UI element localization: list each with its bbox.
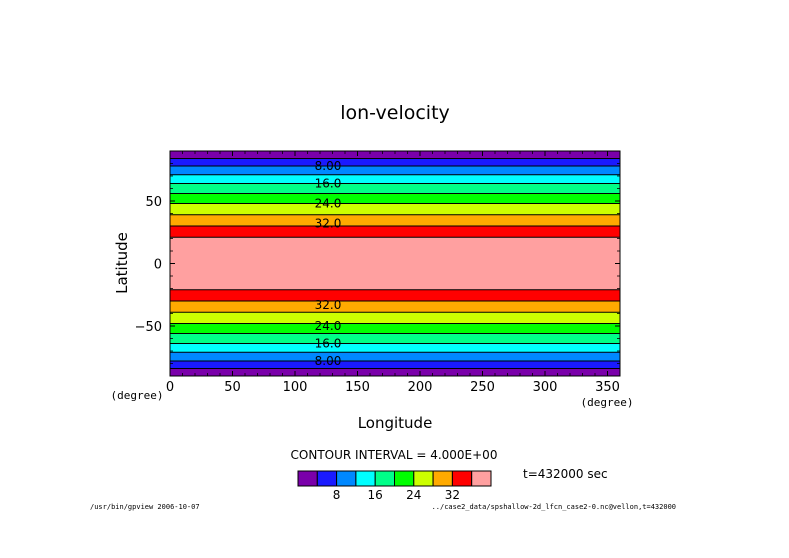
colorbar-tick-label: 8 <box>333 488 341 502</box>
shaded-band <box>170 183 620 194</box>
contour-label: 16.0 <box>315 337 342 351</box>
colorbar-cell <box>471 470 492 487</box>
colorbar-cell <box>413 470 434 487</box>
shaded-band <box>170 151 620 159</box>
shaded-band <box>170 323 620 334</box>
contour-interval-label: CONTOUR INTERVAL = 4.000E+00 <box>291 448 498 462</box>
shaded-band <box>170 174 620 184</box>
colorbar <box>297 470 492 487</box>
colorbar-tick-label: 32 <box>445 488 460 502</box>
shaded-band <box>170 361 620 369</box>
x-tick-label: 0 <box>166 380 174 395</box>
shaded-band <box>170 226 620 238</box>
colorbar-cell <box>336 470 357 487</box>
shaded-band <box>170 214 620 226</box>
chart-title: lon-velocity <box>340 102 450 124</box>
x-axis: 0 50 100 150 200 250 300 350 <box>166 151 620 395</box>
x-axis-unit: (degree) <box>581 396 634 409</box>
x-tick-label: 300 <box>533 380 558 395</box>
shaded-band <box>170 312 620 324</box>
footer-left: /usr/bin/gpview 2006-10-07 <box>90 503 200 511</box>
y-tick-label: −50 <box>135 320 162 335</box>
x-tick-label: 250 <box>470 380 495 395</box>
shaded-band <box>170 368 620 376</box>
contour-label: 24.0 <box>315 319 342 333</box>
colorbar-tick-label: 16 <box>368 488 383 502</box>
shaded-band <box>170 193 620 204</box>
shaded-band <box>170 158 620 166</box>
x-tick-label: 350 <box>595 380 620 395</box>
shaded-band <box>170 289 620 301</box>
shaded-band <box>170 203 620 215</box>
shaded-band <box>170 352 620 361</box>
colorbar-tick-label: 24 <box>406 488 421 502</box>
shaded-band <box>170 301 620 313</box>
y-tick-label: 0 <box>154 258 162 273</box>
colorbar-cell <box>297 470 318 487</box>
shaded-bands <box>170 151 620 376</box>
contour-labels: 8.00 16.0 24.0 32.0 32.0 24.0 16.0 8.00 <box>315 159 342 368</box>
colorbar-cell <box>374 470 396 487</box>
x-tick-label: 100 <box>283 380 308 395</box>
footer-right: ../case2_data/spshallow-2d_lfcn_case2-0.… <box>432 503 676 511</box>
shaded-band <box>170 333 620 344</box>
y-tick-label: 50 <box>145 195 162 210</box>
time-label: t=432000 sec <box>523 467 608 481</box>
contour-label: 32.0 <box>315 298 342 312</box>
colorbar-cell <box>316 470 338 487</box>
y-axis-label: Latitude <box>113 232 131 294</box>
shaded-band <box>170 166 620 175</box>
colorbar-cell <box>355 470 376 487</box>
contour-lines <box>170 158 620 369</box>
shaded-band <box>170 343 620 353</box>
x-tick-label: 200 <box>408 380 433 395</box>
x-tick-label: 150 <box>345 380 370 395</box>
contour-label: 32.0 <box>315 217 342 231</box>
contour-label: 8.00 <box>315 159 342 173</box>
x-tick-label: 50 <box>224 380 241 395</box>
colorbar-cell <box>394 470 415 487</box>
x-axis-label: Longitude <box>358 414 433 432</box>
contour-label: 16.0 <box>315 177 342 191</box>
y-axis: 50 0 −50 <box>135 163 620 364</box>
colorbar-cell <box>432 470 453 487</box>
contour-label: 8.00 <box>315 354 342 368</box>
colorbar-cell <box>451 470 473 487</box>
contour-label: 24.0 <box>315 197 342 211</box>
y-axis-unit: (degree) <box>111 389 164 402</box>
colorbar-labels: 8 16 24 32 <box>333 488 460 502</box>
shaded-band <box>170 237 620 290</box>
